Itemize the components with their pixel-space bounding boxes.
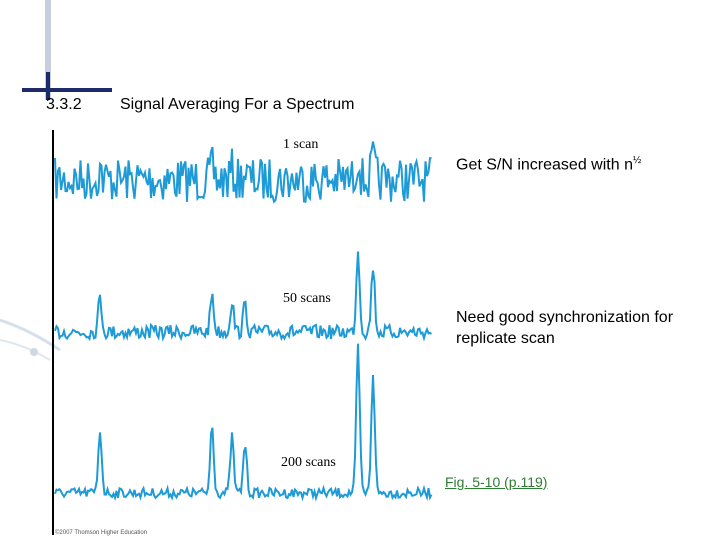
figure-link[interactable]: Fig. 5-10 (p.119) bbox=[445, 474, 548, 490]
trace-label: 50 scans bbox=[283, 291, 331, 306]
section-number: 3.3.2 bbox=[46, 96, 82, 113]
slide-title: Signal Averaging For a Spectrum bbox=[120, 96, 355, 113]
decoration bbox=[0, 0, 112, 361]
spectrum-trace bbox=[54, 343, 433, 502]
trace-label: 200 scans bbox=[281, 455, 336, 470]
spectrum-trace bbox=[54, 251, 433, 342]
superscript: ½ bbox=[632, 155, 642, 166]
bullet: Need good synchronization for replicate … bbox=[456, 309, 674, 347]
trace-label: 1 scan bbox=[283, 137, 319, 152]
spectrum-trace bbox=[54, 141, 432, 204]
bullet-text: Get S/N increased with n bbox=[456, 156, 633, 174]
spectra bbox=[54, 141, 433, 502]
bullet: Get S/N increased with n½ bbox=[456, 155, 641, 174]
figure-credit: ©2007 Thomson Higher Education bbox=[55, 530, 148, 536]
